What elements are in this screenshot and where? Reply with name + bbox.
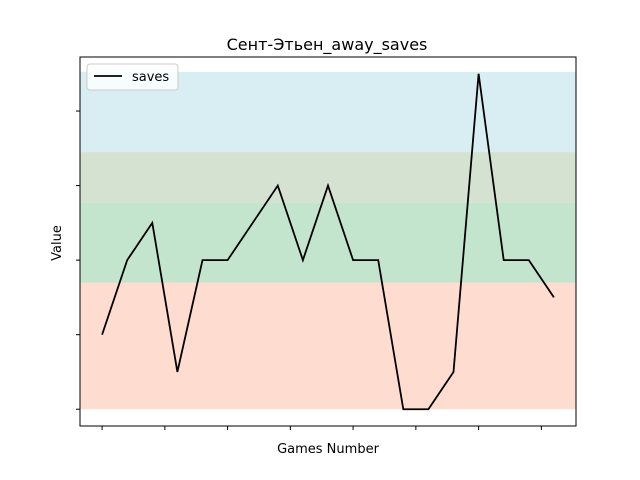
chart-title: Сент-Этьен_away_saves: [227, 35, 428, 55]
legend: saves: [86, 63, 179, 91]
series-lines: [101, 73, 555, 411]
band-0: [80, 282, 576, 410]
y-axis-label: Value: [50, 225, 65, 261]
x-axis-ticks: [101, 426, 542, 430]
y-axis-ticks: [76, 110, 80, 410]
legend-box: [86, 63, 179, 91]
band-2: [80, 152, 576, 203]
x-axis-label: Games Number: [277, 442, 379, 457]
legend-label-saves: saves: [132, 70, 169, 85]
plot-frame: [79, 56, 577, 427]
band-1: [80, 202, 576, 283]
background-bands: [80, 71, 576, 410]
series-line-saves: [101, 73, 555, 411]
